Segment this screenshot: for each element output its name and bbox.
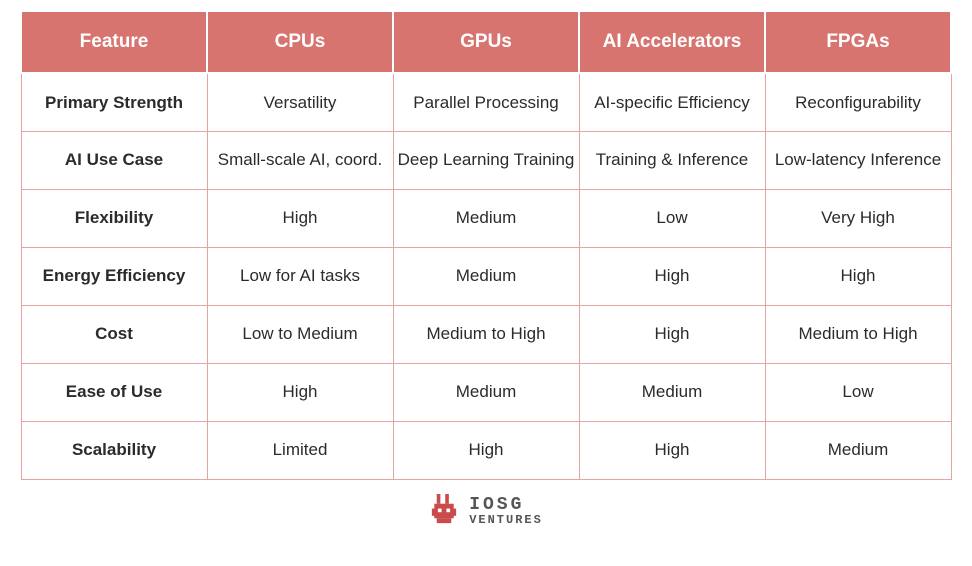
table-cell: Parallel Processing [393,73,579,131]
table-cell: Low-latency Inference [765,131,951,189]
table-cell: High [765,247,951,305]
table-cell: Low for AI tasks [207,247,393,305]
table-cell: Versatility [207,73,393,131]
table-cell: Deep Learning Training [393,131,579,189]
table-cell: High [393,421,579,479]
table-cell: Medium [393,247,579,305]
row-header: AI Use Case [21,131,207,189]
table-row: ScalabilityLimitedHighHighMedium [21,421,951,479]
row-header: Scalability [21,421,207,479]
bunny-icon [429,494,459,528]
row-header: Flexibility [21,189,207,247]
table-cell: Low [765,363,951,421]
table-cell: Medium to High [393,305,579,363]
table-cell: High [579,305,765,363]
table-row: Ease of UseHighMediumMediumLow [21,363,951,421]
comparison-table: FeatureCPUsGPUsAI AcceleratorsFPGAs Prim… [20,10,952,480]
row-header: Primary Strength [21,73,207,131]
table-row: Energy EfficiencyLow for AI tasksMediumH… [21,247,951,305]
table-cell: Very High [765,189,951,247]
logo-text: IOSG VENTURES [469,496,543,526]
table-header-row: FeatureCPUsGPUsAI AcceleratorsFPGAs [21,11,951,73]
table-row: CostLow to MediumMedium to HighHighMediu… [21,305,951,363]
table-cell: High [579,247,765,305]
table-row: FlexibilityHighMediumLowVery High [21,189,951,247]
table-cell: Medium [393,363,579,421]
table-row: AI Use CaseSmall-scale AI, coord.Deep Le… [21,131,951,189]
table-cell: High [579,421,765,479]
logo-line-2: VENTURES [469,514,543,526]
col-header-2: GPUs [393,11,579,73]
col-header-3: AI Accelerators [579,11,765,73]
row-header: Energy Efficiency [21,247,207,305]
table-cell: Medium to High [765,305,951,363]
table-cell: Training & Inference [579,131,765,189]
table-cell: High [207,189,393,247]
table-cell: AI-specific Efficiency [579,73,765,131]
row-header: Cost [21,305,207,363]
col-header-0: Feature [21,11,207,73]
col-header-4: FPGAs [765,11,951,73]
table-cell: Low to Medium [207,305,393,363]
table-cell: Medium [393,189,579,247]
logo-line-1: IOSG [469,496,543,514]
col-header-1: CPUs [207,11,393,73]
table-cell: Medium [579,363,765,421]
footer-logo: IOSG VENTURES [20,494,952,528]
table-cell: High [207,363,393,421]
row-header: Ease of Use [21,363,207,421]
table-row: Primary StrengthVersatilityParallel Proc… [21,73,951,131]
table-cell: Small-scale AI, coord. [207,131,393,189]
table-cell: Medium [765,421,951,479]
table-cell: Low [579,189,765,247]
table-cell: Reconfigurability [765,73,951,131]
table-cell: Limited [207,421,393,479]
